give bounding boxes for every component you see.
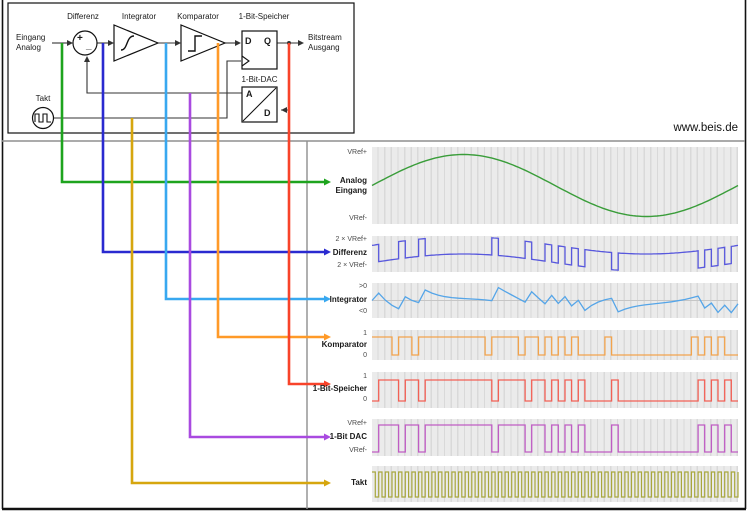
tick-bottom-dac: VRef- <box>349 447 367 454</box>
tick-vrefplus-analog: VRef+ <box>347 149 367 156</box>
tick-bottom-differenz: 2 × VRef- <box>337 262 367 269</box>
output-label-line1: Bitstream <box>308 33 342 42</box>
latch-q-pin: Q <box>264 36 272 46</box>
dac-d-pin: D <box>264 108 271 118</box>
row-label-takt: Takt <box>351 478 367 487</box>
trace <box>372 379 738 402</box>
input-label-line1: Eingang <box>16 33 46 42</box>
wire-clock <box>53 60 241 119</box>
row-label-dac: 1-Bit DAC <box>329 432 367 441</box>
tick-top-integrator: >0 <box>359 283 367 290</box>
sum-block-label: Differenz <box>67 12 99 21</box>
summing-junction <box>72 30 98 56</box>
dac-block-label: 1-Bit-DAC <box>241 75 278 84</box>
integrator-block-label: Integrator <box>121 12 157 21</box>
row-label-komparator: Komparator <box>321 340 367 349</box>
clock-pulse-icon <box>34 113 51 123</box>
trace <box>371 237 739 271</box>
wire-arrowhead <box>324 178 331 186</box>
tick-bottom-integrator: <0 <box>359 308 367 315</box>
block-diagram-border <box>7 2 355 134</box>
wire-arrowhead <box>324 333 331 341</box>
tick-bottom-speicher: 0 <box>363 396 367 403</box>
trace <box>164 43 325 301</box>
row-label-analog-1: Analog <box>339 176 367 185</box>
tick-top-differenz: 2 × VRef+ <box>335 236 367 243</box>
input-label-line2: Analog <box>16 43 41 52</box>
trace <box>372 336 738 356</box>
wire-arrowhead <box>324 380 331 388</box>
trace <box>101 43 325 254</box>
waveform-traces <box>371 153 739 498</box>
clock-input-chevron-icon <box>241 55 250 67</box>
trace <box>371 286 739 314</box>
arrowheads <box>67 40 304 113</box>
site-watermark: www.beis.de <box>673 122 738 134</box>
output-label-line2: Ausgang <box>308 43 340 52</box>
sum-plus-sign: + <box>77 33 83 44</box>
row-label-analog-2: Eingang <box>335 186 367 195</box>
trace <box>372 471 739 498</box>
trace <box>60 43 325 184</box>
colored-probe-wires <box>60 43 331 487</box>
plot-differenz <box>372 236 738 272</box>
wire-arrowhead <box>324 479 331 487</box>
integrator-symbol <box>113 24 160 62</box>
trace <box>371 153 739 218</box>
clock-block-label: Takt <box>35 94 51 103</box>
row-label-differenz: Differenz <box>332 248 367 257</box>
komparator-block-label: Komparator <box>177 12 219 21</box>
wire-arrowhead <box>324 295 331 303</box>
wire-arrowhead <box>324 433 331 441</box>
integral-curve-icon <box>120 35 135 51</box>
sum-minus-sign: _ <box>86 40 92 51</box>
wire-arrowhead <box>324 248 331 256</box>
trace <box>188 93 325 439</box>
dac-a-pin: A <box>246 89 253 99</box>
dac-diagonal <box>242 87 277 122</box>
trace <box>287 43 325 386</box>
tick-top-dac: VRef+ <box>347 420 367 427</box>
latch-box <box>241 30 278 70</box>
plot-speicher <box>372 372 738 408</box>
komparator-symbol <box>180 24 227 62</box>
trace <box>130 118 325 485</box>
step-curve-icon <box>188 35 202 52</box>
tick-bottom-komparator: 0 <box>363 352 367 359</box>
row-label-integrator: Integrator <box>329 295 367 304</box>
latch-block-label: 1-Bit-Speicher <box>238 12 290 21</box>
tick-top-speicher: 1 <box>363 373 367 380</box>
tick-top-komparator: 1 <box>363 330 367 337</box>
row-label-speicher: 1-Bit-Speicher <box>312 384 367 393</box>
trace <box>372 424 738 453</box>
tick-vrefminus-analog: VRef- <box>349 215 367 222</box>
latch-d-pin: D <box>245 36 252 46</box>
